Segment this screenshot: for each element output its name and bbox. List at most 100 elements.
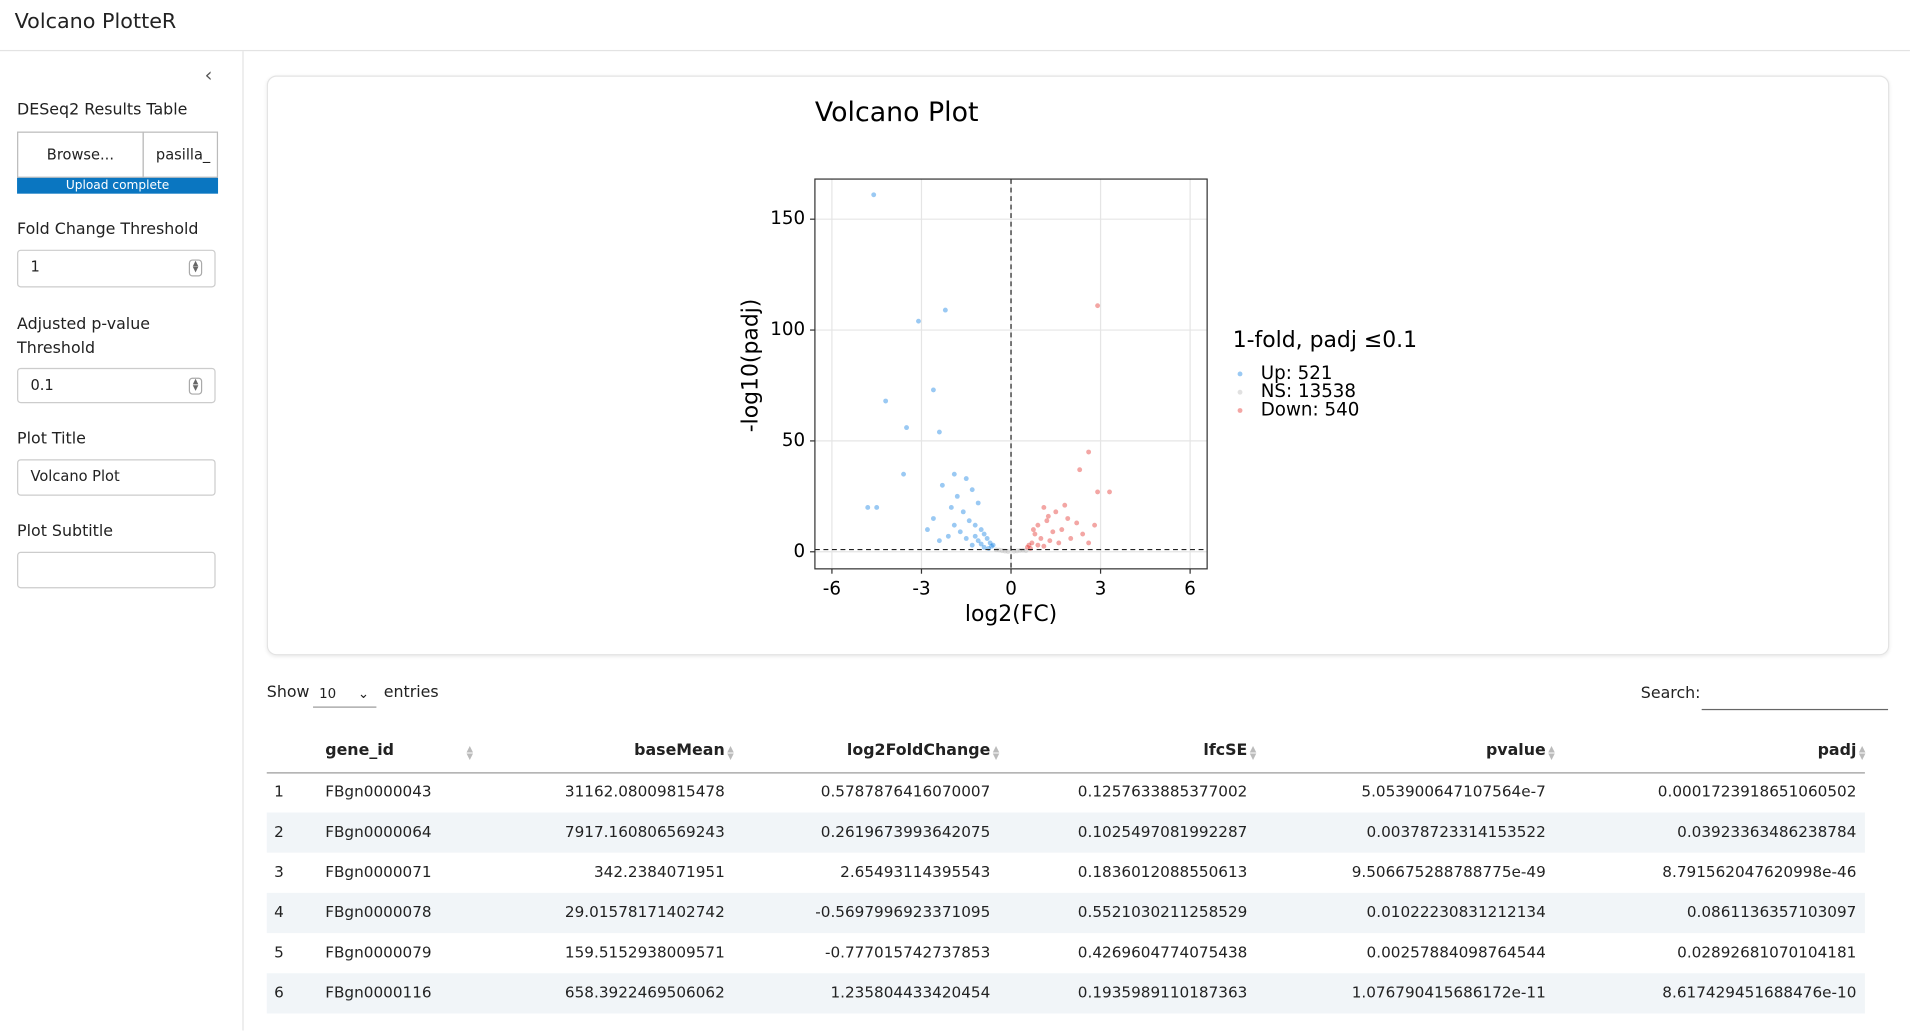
column-header[interactable]: pvalue xyxy=(1485,741,1546,761)
table-cell: 0.4269604774075438 xyxy=(1077,942,1248,962)
fc-value: 1 xyxy=(30,258,40,276)
point xyxy=(930,387,936,393)
table-cell: FBgn0000079 xyxy=(325,942,432,962)
row-stripe xyxy=(266,892,1865,934)
padj-value: 0.1 xyxy=(30,376,54,394)
point xyxy=(957,529,963,535)
point xyxy=(972,533,978,539)
point xyxy=(1035,522,1041,528)
collapse-toggle[interactable]: ‹ xyxy=(204,63,213,87)
point xyxy=(972,522,978,528)
point xyxy=(1041,504,1047,510)
table-cell: 0.03923363486238784 xyxy=(1677,822,1857,841)
plot-border xyxy=(814,178,1208,570)
table-cell: 0.1257633885377002 xyxy=(1077,782,1248,801)
point xyxy=(954,493,960,499)
point xyxy=(951,471,957,477)
point xyxy=(1041,543,1047,549)
point xyxy=(1023,548,1029,554)
table-cell: 0.5787876416070007 xyxy=(820,782,991,801)
column-header[interactable]: baseMean xyxy=(634,741,725,761)
point xyxy=(1095,303,1101,309)
point xyxy=(1086,449,1092,455)
dropdown-arrow: ⌄ xyxy=(357,685,370,702)
title-input[interactable]: Volcano Plot xyxy=(17,459,216,496)
table-cell: 1.235804433420454 xyxy=(830,983,991,1002)
fc-input[interactable]: 1 ▲ ▼ xyxy=(17,249,216,288)
padj-input[interactable]: 0.1 ▲ ▼ xyxy=(17,367,216,404)
table-cell: 6 xyxy=(274,983,284,1002)
point xyxy=(960,509,966,515)
subtitle-input[interactable] xyxy=(17,551,216,589)
table-cell: FBgn0000078 xyxy=(325,902,432,921)
table-cell: -0.5697996923371095 xyxy=(815,902,991,921)
table-cell: 0.01022230831212134 xyxy=(1366,902,1546,921)
point xyxy=(975,538,981,544)
subtitle-label: Plot Subtitle xyxy=(17,522,114,541)
point xyxy=(1074,520,1080,526)
point xyxy=(1038,536,1044,541)
point xyxy=(1056,540,1062,546)
point xyxy=(936,429,942,435)
column-header[interactable]: gene_id xyxy=(325,741,395,761)
table-cell: 2 xyxy=(274,822,284,841)
point xyxy=(969,487,975,493)
y-tick-label: 50 xyxy=(782,430,805,451)
legend-label: Up: 521 xyxy=(1261,363,1333,384)
column-header[interactable]: log2FoldChange xyxy=(846,741,991,761)
point xyxy=(874,504,880,510)
entries-label: entries xyxy=(383,683,439,702)
browse-button[interactable]: Browse... xyxy=(17,131,144,178)
table-cell: FBgn0000071 xyxy=(325,862,432,881)
column-header[interactable]: lfcSE xyxy=(1203,741,1248,761)
point xyxy=(987,540,993,546)
point xyxy=(975,500,981,506)
table-cell: 0.02892681070104181 xyxy=(1677,942,1857,962)
row-stripe xyxy=(266,973,1865,1014)
point xyxy=(930,516,936,521)
sort-icon: ▲ ▼ xyxy=(1548,744,1555,762)
point xyxy=(1095,489,1101,495)
point xyxy=(942,307,948,313)
spinner[interactable]: ▲ ▼ xyxy=(188,377,203,395)
legend-swatch xyxy=(1237,408,1243,413)
length-select[interactable]: 10 ⌄ xyxy=(313,681,377,708)
table-cell: 3 xyxy=(274,862,284,881)
table-cell: 8.617429451688476e-10 xyxy=(1662,983,1857,1002)
point xyxy=(901,471,906,477)
point xyxy=(1077,467,1083,473)
fc-label: Fold Change Threshold xyxy=(17,220,199,239)
y-tick-label: 150 xyxy=(770,208,805,229)
x-tick-label: 6 xyxy=(1184,579,1196,600)
point xyxy=(1025,544,1030,550)
table-cell: FBgn0000064 xyxy=(325,822,432,841)
app-title: Volcano PlotteR xyxy=(14,9,177,35)
point xyxy=(1032,531,1038,537)
file-label: DESeq2 Results Table xyxy=(17,101,188,120)
point xyxy=(939,482,945,488)
table-cell: 31162.08009815478 xyxy=(564,782,725,801)
point xyxy=(1062,502,1068,508)
search-input[interactable] xyxy=(1701,683,1889,711)
point xyxy=(951,522,957,528)
title-value: Volcano Plot xyxy=(30,467,120,485)
point xyxy=(1045,513,1051,519)
column-header[interactable]: padj xyxy=(1817,741,1857,761)
spinner[interactable]: ▲ ▼ xyxy=(188,259,203,277)
table-cell: 9.506675288788775e-49 xyxy=(1351,862,1546,881)
x-tick-label: -3 xyxy=(912,579,930,600)
table-cell: 0.1935989110187363 xyxy=(1077,983,1248,1002)
x-tick-label: 3 xyxy=(1095,579,1107,600)
table-cell: 0.0861136357103097 xyxy=(1686,902,1857,921)
padj-label: Adjusted p-value Threshold xyxy=(17,315,150,359)
x-tick-label: 0 xyxy=(1005,579,1017,600)
point xyxy=(1029,540,1035,546)
point xyxy=(969,542,975,548)
point xyxy=(1050,529,1056,535)
point xyxy=(1107,489,1112,495)
point xyxy=(936,538,942,544)
point xyxy=(963,476,969,482)
x-tick-label: -6 xyxy=(823,579,841,600)
